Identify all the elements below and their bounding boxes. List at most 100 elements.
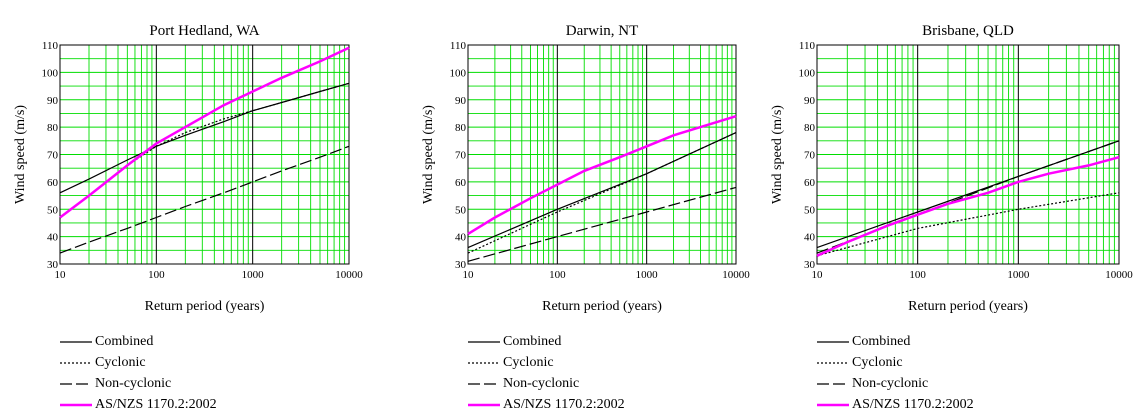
y-tick-label: 60 [47, 177, 59, 189]
legend-label: Non-cyclonic [852, 376, 929, 391]
legend-item: Cyclonic [468, 352, 625, 373]
legend-label: AS/NZS 1170.2:2002 [503, 397, 625, 412]
series-line-as-nzs-1170-2-2002 [467, 115, 737, 235]
y-tick-label: 50 [804, 204, 816, 216]
legend-item: AS/NZS 1170.2:2002 [468, 394, 625, 415]
x-tick-label: 100 [148, 269, 165, 281]
y-tick-label: 90 [47, 95, 59, 107]
series-line-non-cyclonic [59, 145, 350, 254]
x-tick-label: 100 [549, 269, 566, 281]
x-tick-label: 1000 [636, 269, 659, 281]
legend-swatch [817, 361, 849, 364]
x-axis-label: Return period (years) [542, 299, 662, 314]
y-tick-label: 110 [450, 40, 467, 52]
legend-label: AS/NZS 1170.2:2002 [852, 397, 974, 412]
legend-item: Combined [468, 331, 625, 352]
y-tick-label: 70 [455, 150, 467, 162]
y-tick-label: 80 [804, 122, 816, 134]
y-axis-label: Wind speed (m/s) [770, 105, 785, 204]
series-line-cyclonic [467, 132, 737, 254]
plot-frame [467, 44, 737, 265]
chart-title: Brisbane, QLD [922, 23, 1014, 39]
legend-swatch [468, 361, 500, 364]
legend-item: AS/NZS 1170.2:2002 [817, 394, 974, 415]
chart-panel-2: 30 40 50 60 70 80 90 100 110 10 100 1000 10000 Darwin… [421, 23, 750, 314]
series-line-combined [816, 140, 1120, 249]
series-line-combined [467, 132, 737, 249]
y-tick-label: 70 [47, 150, 59, 162]
legend-item: Non-cyclonic [60, 373, 217, 394]
x-tick-label: 10000 [722, 269, 750, 281]
y-tick-label: 50 [455, 204, 467, 216]
y-tick-label: 80 [455, 122, 467, 134]
y-tick-label: 30 [47, 259, 59, 271]
legend-item: Combined [60, 331, 217, 352]
series-line-as-nzs-1170-2-2002 [816, 155, 1120, 257]
legend-label: Combined [852, 334, 911, 349]
y-tick-label: 90 [804, 95, 816, 107]
legend-item: Cyclonic [817, 352, 974, 373]
legend-label: Non-cyclonic [95, 376, 172, 391]
x-tick-label: 10000 [1105, 269, 1133, 281]
legend-swatch [817, 340, 849, 343]
legend-label: Cyclonic [852, 355, 903, 370]
y-tick-label: 50 [47, 204, 59, 216]
y-tick-label: 70 [804, 150, 816, 162]
legend-label: Cyclonic [503, 355, 554, 370]
y-tick-label: 100 [42, 67, 59, 79]
legend-label: Non-cyclonic [503, 376, 580, 391]
legend-label: Cyclonic [95, 355, 146, 370]
legend-swatch [60, 403, 92, 406]
plot-frame [816, 44, 1120, 265]
legend-swatch [468, 382, 500, 385]
chart-title: Darwin, NT [566, 23, 638, 39]
legend-darwin: Combined Cyclonic Non-cyclonic AS/NZS 1170.… [468, 331, 625, 415]
x-tick-label: 10 [463, 269, 475, 281]
y-axis-label: Wind speed (m/s) [421, 105, 436, 204]
legend-item: Non-cyclonic [468, 373, 625, 394]
legend-label: Combined [503, 334, 562, 349]
chart-title: Port Hedland, WA [149, 23, 259, 39]
series-line-non-cyclonic [467, 186, 737, 262]
y-tick-label: 40 [455, 232, 467, 244]
legend-item: Cyclonic [60, 352, 217, 373]
legend-item: AS/NZS 1170.2:2002 [60, 394, 217, 415]
legend-swatch [468, 403, 500, 406]
legend-label: AS/NZS 1170.2:2002 [95, 397, 217, 412]
x-tick-label: 1000 [242, 269, 265, 281]
y-tick-label: 110 [799, 40, 816, 52]
series-line-cyclonic [59, 82, 350, 218]
x-tick-label: 10 [55, 269, 67, 281]
x-tick-label: 100 [909, 269, 926, 281]
y-tick-label: 60 [455, 177, 467, 189]
x-tick-label: 10000 [335, 269, 363, 281]
x-tick-label: 1000 [1007, 269, 1030, 281]
series-line-cyclonic [816, 192, 1120, 257]
legend-swatch [60, 382, 92, 385]
y-tick-label: 110 [42, 40, 59, 52]
y-tick-label: 90 [455, 95, 467, 107]
legend-item: Combined [817, 331, 974, 352]
y-tick-label: 30 [804, 259, 816, 271]
legend-swatch [60, 361, 92, 364]
legend-label: Combined [95, 334, 154, 349]
legend-item: Non-cyclonic [817, 373, 974, 394]
legend-swatch [817, 382, 849, 385]
legend-brisbane: Combined Cyclonic Non-cyclonic AS/NZS 1170.… [817, 331, 974, 415]
legend-swatch [468, 340, 500, 343]
legend-port-hedland: Combined Cyclonic Non-cyclonic AS/NZS 1170.… [60, 331, 217, 415]
y-tick-label: 80 [47, 122, 59, 134]
series-line-as-nzs-1170-2-2002 [59, 46, 350, 219]
y-tick-label: 40 [47, 232, 59, 244]
legend-swatch [60, 340, 92, 343]
chart-panel-3: 30 40 50 60 70 80 90 100 110 10 100 1000 10000 Brisba… [770, 23, 1133, 314]
y-tick-label: 100 [799, 67, 816, 79]
chart-panel-1: 30 40 50 60 70 80 90 100 110 10 100 1000 10000 Port H… [13, 23, 363, 314]
plot-frame [59, 44, 350, 265]
y-tick-label: 30 [455, 259, 467, 271]
y-axis-label: Wind speed (m/s) [13, 105, 28, 204]
y-tick-label: 40 [804, 232, 816, 244]
legend-swatch [817, 403, 849, 406]
x-axis-label: Return period (years) [908, 299, 1028, 314]
